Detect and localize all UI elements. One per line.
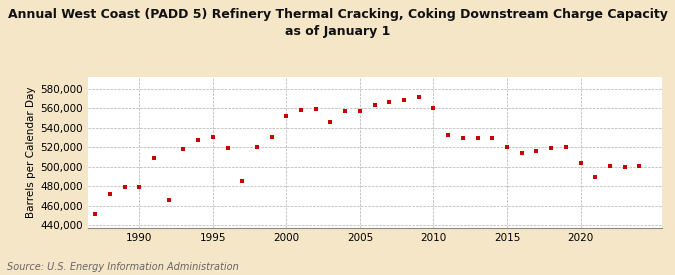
Point [531,149,542,153]
Point [207,134,218,139]
Point [516,151,527,155]
Y-axis label: Barrels per Calendar Day: Barrels per Calendar Day [26,87,36,218]
Point [546,146,557,150]
Point [575,161,586,165]
Point [296,108,306,112]
Point [192,138,203,143]
Point [134,185,144,189]
Point [443,132,454,137]
Point [369,103,380,108]
Point [413,94,424,99]
Point [560,145,571,149]
Point [163,198,174,202]
Point [487,136,497,141]
Point [266,134,277,139]
Point [222,146,233,150]
Point [399,98,410,103]
Text: Annual West Coast (PADD 5) Refinery Thermal Cracking, Coking Downstream Charge C: Annual West Coast (PADD 5) Refinery Ther… [7,8,668,38]
Point [105,192,115,196]
Point [472,136,483,141]
Point [310,107,321,111]
Point [340,109,350,113]
Point [502,145,512,149]
Point [620,164,630,169]
Point [252,145,263,149]
Point [354,109,365,113]
Text: Source: U.S. Energy Information Administration: Source: U.S. Energy Information Administ… [7,262,238,272]
Point [178,147,189,152]
Point [90,211,101,216]
Point [634,164,645,168]
Point [325,120,336,124]
Point [605,164,616,168]
Point [458,135,468,140]
Point [384,100,395,104]
Point [237,179,248,184]
Point [428,106,439,111]
Point [148,156,159,160]
Point [119,185,130,189]
Point [590,174,601,179]
Point [281,114,292,118]
